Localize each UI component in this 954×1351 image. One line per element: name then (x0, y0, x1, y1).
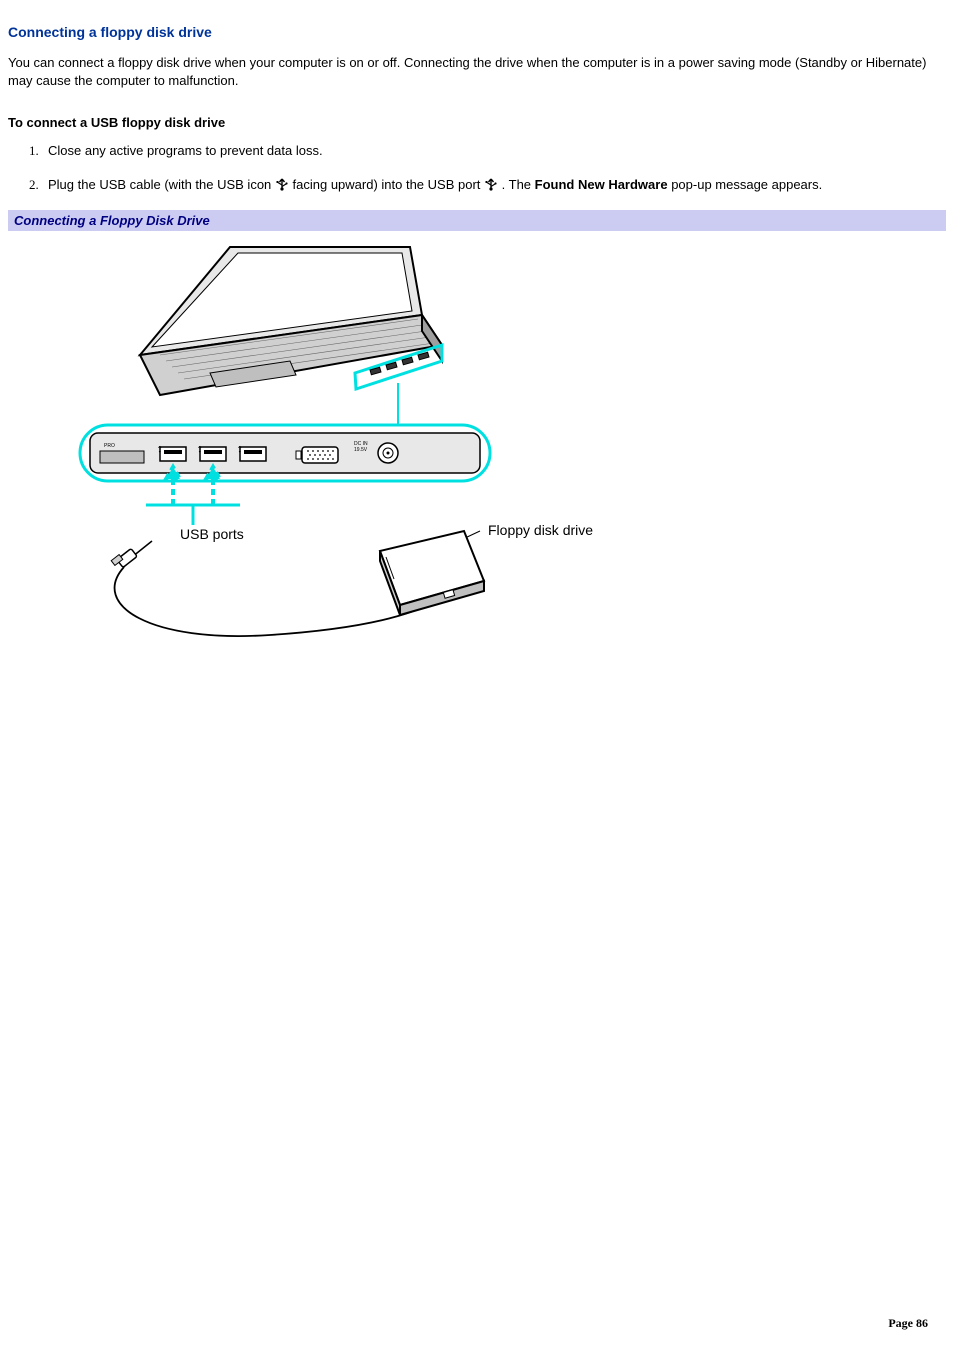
usb-icon (484, 177, 498, 191)
svg-text:PRO: PRO (104, 443, 115, 449)
usb-port-1 (158, 447, 186, 462)
floppy-drive (380, 531, 484, 615)
step-1-text: Close any active programs to prevent dat… (48, 143, 323, 158)
vga-port (296, 447, 338, 463)
usb-port-3 (238, 447, 266, 462)
label-usb-ports: USB ports (180, 526, 244, 542)
figure-diagram: PRO (8, 231, 946, 658)
laptop-illustration (140, 247, 442, 425)
procedure-list: Close any active programs to prevent dat… (8, 142, 946, 194)
label-floppy-drive: Floppy disk drive (488, 522, 593, 538)
step-2-text-c: . The (502, 177, 535, 192)
page-number: Page 86 (888, 1316, 928, 1331)
usb-port-2 (198, 447, 226, 462)
section-heading: Connecting a floppy disk drive (8, 24, 946, 40)
svg-text:19.5V: 19.5V (354, 447, 368, 453)
step-2: Plug the USB cable (with the USB icon fa… (42, 176, 946, 194)
step-2-text-b: facing upward) into the USB port (293, 177, 485, 192)
step-2-bold: Found New Hardware (535, 177, 668, 192)
port-panel: PRO (80, 425, 490, 525)
usb-icon (275, 177, 289, 191)
step-1: Close any active programs to prevent dat… (42, 142, 946, 160)
figure-caption: Connecting a Floppy Disk Drive (8, 210, 946, 231)
step-2-text-d: pop-up message appears. (668, 177, 823, 192)
procedure-heading: To connect a USB floppy disk drive (8, 115, 946, 130)
intro-paragraph: You can connect a floppy disk drive when… (8, 54, 946, 89)
step-2-text-a: Plug the USB cable (with the USB icon (48, 177, 275, 192)
